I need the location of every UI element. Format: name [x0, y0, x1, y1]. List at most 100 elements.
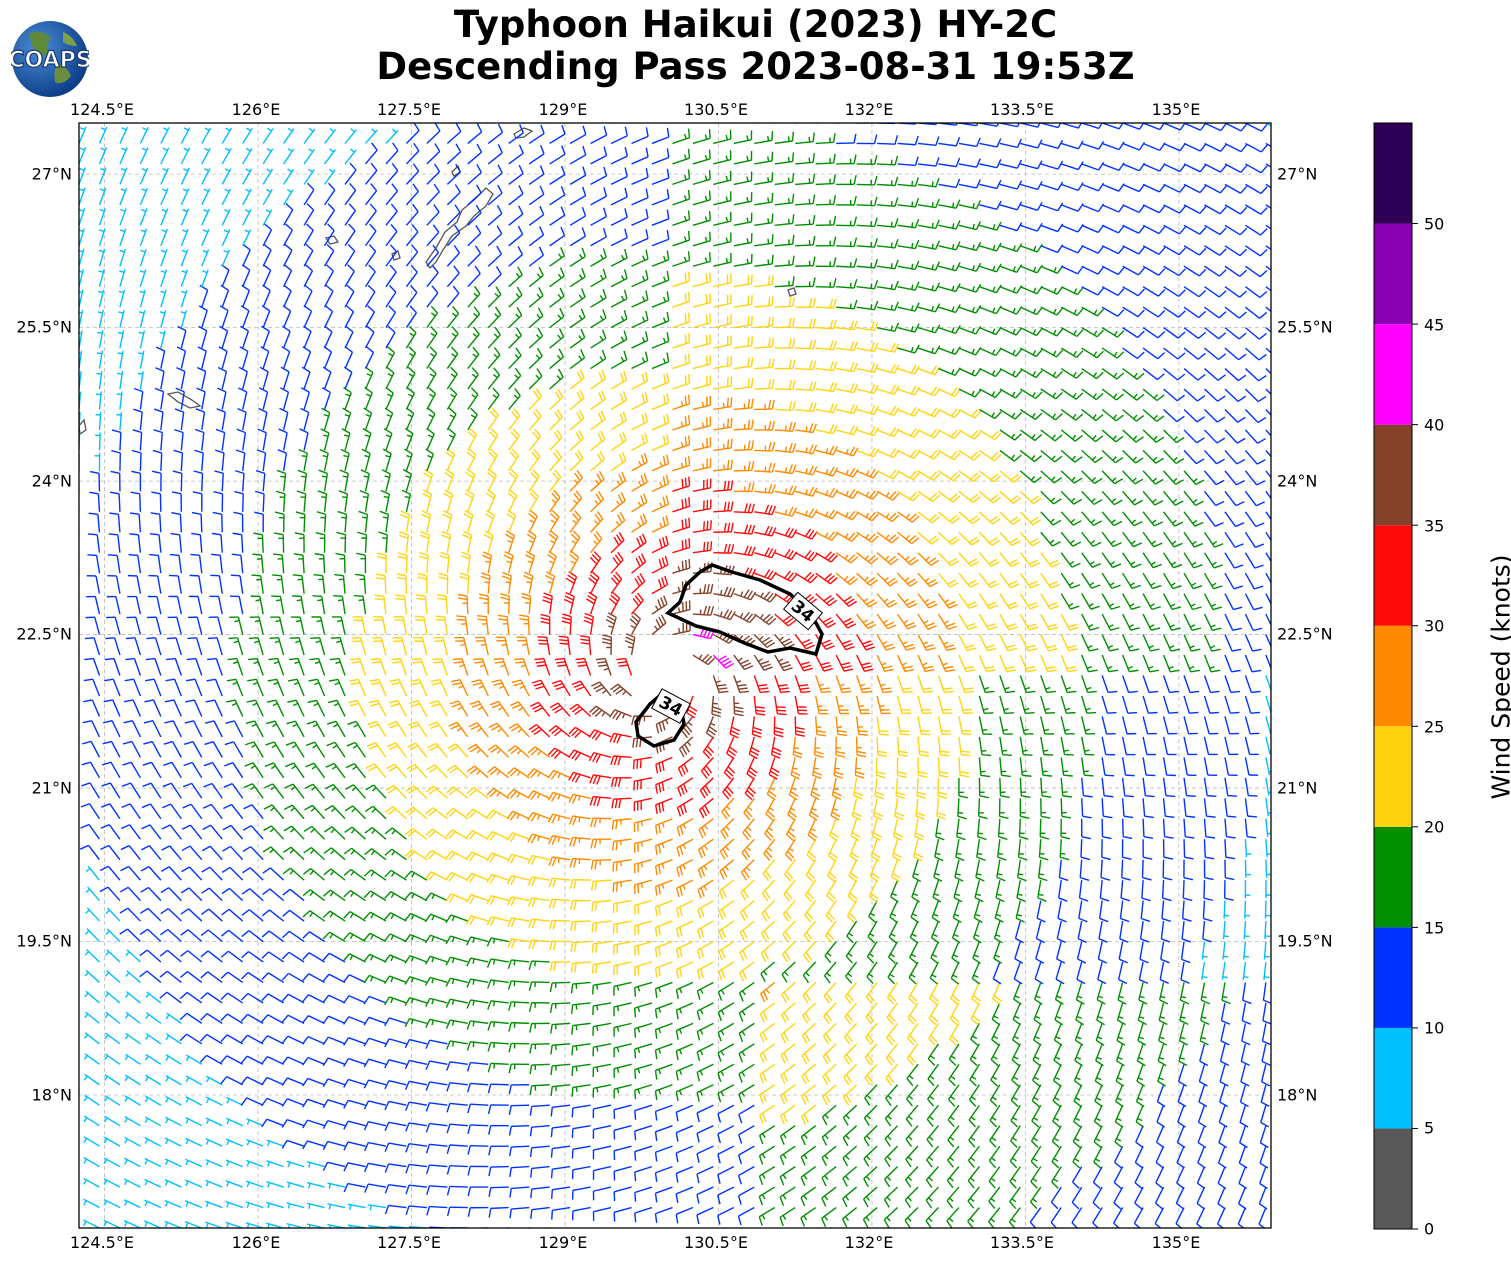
wind-barb-feather [270, 786, 276, 791]
wind-barb-shaft [887, 961, 899, 978]
wind-barb-shaft [804, 879, 817, 896]
wind-barb-feather [926, 1241, 931, 1249]
wind-barb [384, 891, 407, 902]
wind-barb-feather [740, 891, 747, 901]
wind-barb-feather [119, 928, 128, 935]
wind-barb-shaft [1221, 982, 1226, 1001]
wind-barb [124, 1116, 141, 1127]
wind-barb-feather [388, 766, 398, 772]
wind-barb [634, 1043, 653, 1059]
wind-barb-shaft [185, 1096, 203, 1106]
wind-barb [281, 1035, 305, 1045]
wind-barb-feather [759, 1074, 765, 1084]
wind-barb-feather [758, 1155, 764, 1165]
wind-barb [225, 1117, 243, 1127]
wind-barb [696, 1002, 714, 1021]
wind-barb-feather [696, 1010, 701, 1021]
wind-barb-shaft [490, 958, 509, 963]
wind-barb-feather [527, 790, 534, 799]
wind-barb [550, 1186, 571, 1199]
wind-barb [1121, 777, 1134, 798]
wind-barb-shaft [926, 1145, 939, 1161]
wind-barb-shaft [84, 1094, 100, 1106]
wind-barb-shaft [79, 1145, 80, 1147]
wind-barb-feather [363, 1016, 370, 1026]
wind-barb-feather [1183, 876, 1194, 881]
wind-barb-shaft [906, 1043, 919, 1059]
wind-barb-shaft [104, 1115, 121, 1127]
wind-barb-feather [371, 829, 376, 835]
wind-barb-shaft [890, 879, 899, 898]
wind-barb [204, 741, 223, 758]
wind-barb-shaft [573, 749, 591, 758]
wind-barb [508, 1021, 530, 1032]
wind-barb-feather [976, 856, 986, 861]
wind-barb [821, 1104, 837, 1126]
wind-barb-feather [65, 972, 68, 976]
wind-barb-feather [805, 931, 813, 940]
wind-barb [404, 912, 428, 922]
wind-barb-feather [1217, 1244, 1224, 1250]
wind-barb-feather [291, 765, 297, 770]
wind-barb-shaft [718, 920, 735, 932]
wind-barb-feather [281, 951, 290, 960]
wind-barb-feather [448, 852, 456, 861]
wind-barb-shaft [1160, 941, 1165, 960]
wind-barb-feather [431, 894, 435, 900]
wind-barb [699, 777, 714, 799]
wind-barb-feather [1013, 1076, 1019, 1081]
wind-barb [951, 941, 960, 965]
wind-barb [404, 975, 428, 985]
wind-barb-feather [1054, 1039, 1063, 1046]
wind-barb-feather [1032, 1079, 1041, 1087]
wind-barb-feather [908, 1075, 914, 1080]
wind-barb-shaft [822, 1063, 837, 1078]
wind-barb-feather [261, 909, 270, 917]
wind-barb-shaft [1183, 839, 1186, 858]
wind-barb [947, 1125, 960, 1148]
wind-barb-feather [676, 1235, 678, 1244]
wind-barb-feather [823, 995, 831, 1004]
wind-barb-feather [206, 1077, 210, 1083]
wind-barb-feather [1037, 897, 1047, 902]
wind-barb-feather [446, 1186, 451, 1196]
wind-barb-feather [550, 1086, 553, 1096]
wind-barb-shaft [430, 955, 448, 963]
wind-barb [1259, 1145, 1269, 1169]
wind-barb [79, 844, 101, 861]
wind-barb [527, 768, 551, 779]
wind-barb-feather [80, 823, 90, 829]
wind-barb [907, 1002, 919, 1026]
wind-barb [1040, 798, 1051, 819]
wind-barb [343, 1057, 366, 1067]
wind-barb-shaft [613, 1063, 632, 1070]
wind-barb-feather [1078, 917, 1088, 923]
wind-barb-feather [675, 1152, 679, 1163]
wind-barb-feather [640, 862, 644, 868]
wind-barb-feather [404, 1080, 410, 1091]
wind-barb-feather [1076, 1036, 1082, 1040]
wind-barb [303, 868, 326, 881]
wind-barb-feather [682, 803, 688, 813]
wind-barb [571, 1124, 591, 1138]
wind-barb-feather [637, 945, 640, 955]
wind-barb [1221, 961, 1228, 980]
wind-barb-feather [846, 1013, 854, 1022]
wind-barb-feather [619, 840, 622, 846]
wind-barb-shaft [593, 1022, 612, 1028]
wind-barb-feather [1015, 917, 1025, 923]
wind-barb-shaft [390, 912, 407, 922]
wind-barb-feather [537, 835, 540, 842]
wind-barb-shaft [511, 1206, 530, 1210]
wind-barb [780, 1084, 796, 1105]
wind-barb-feather [913, 872, 919, 876]
wind-barb [1117, 982, 1127, 1005]
wind-barb [79, 920, 80, 922]
wind-barb-feather [571, 751, 578, 760]
wind-barb-feather [763, 930, 770, 940]
wind-barb-shaft [1101, 1227, 1103, 1228]
wind-barb-shaft [348, 1078, 366, 1086]
wind-barb [222, 845, 244, 861]
wind-barb-shaft [822, 1022, 837, 1037]
wind-barb-feather [408, 766, 418, 773]
